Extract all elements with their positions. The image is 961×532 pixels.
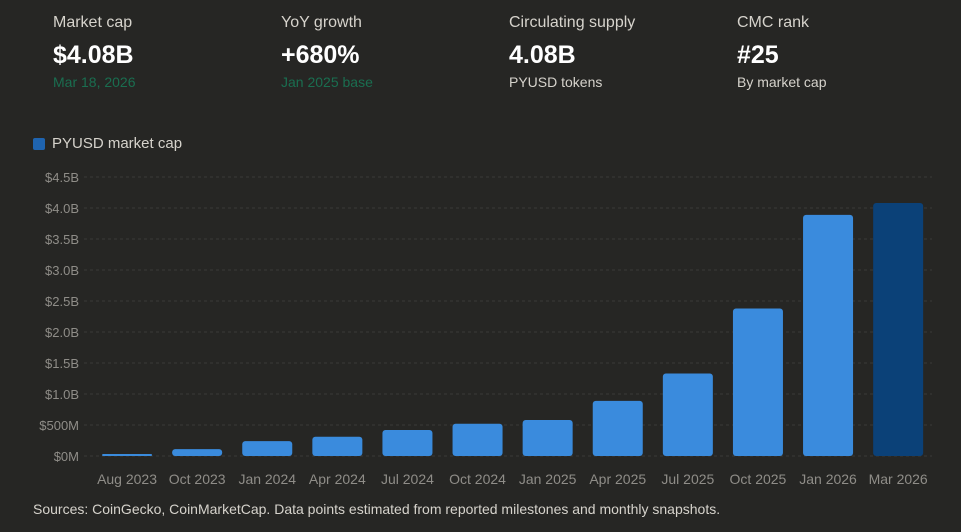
y-tick-label: $2.5B [45,294,79,309]
stat-value: +680% [281,41,360,69]
y-tick-label: $3.5B [45,232,79,247]
stat-sub: Mar 18, 2026 [53,74,136,90]
stat-value: #25 [737,41,779,69]
bar [662,373,713,456]
source-note: Sources: CoinGecko, CoinMarketCap. Data … [33,501,721,517]
stat-label: CMC rank [737,14,810,31]
stat-label: Market cap [53,14,133,31]
legend-label: PYUSD market cap [52,135,183,152]
x-tick-label: Jul 2024 [381,471,434,487]
x-tick-label: Aug 2023 [97,471,157,487]
x-tick-label: Oct 2023 [169,471,226,487]
bar [382,429,433,456]
stat-sub: Jan 2025 base [281,74,373,90]
bar [452,423,503,456]
stat-circulating-supply: Circulating supply 4.08B PYUSD tokens [509,12,635,91]
x-tick-label: Apr 2024 [309,471,366,487]
bar [172,449,223,456]
stat-sub: By market cap [737,74,827,90]
bar [803,214,854,456]
x-tick-label: Jul 2025 [661,471,714,487]
bar [592,400,643,456]
y-tick-label: $0M [54,449,79,464]
bar [242,441,293,456]
stat-yoy-growth: YoY growth +680% Jan 2025 base [281,12,373,91]
x-tick-label: Oct 2024 [449,471,506,487]
y-tick-label: $500M [39,418,79,433]
stat-market-cap: Market cap $4.08B Mar 18, 2026 [53,12,136,91]
y-tick-label: $4.5B [45,170,79,185]
bar [102,454,153,456]
x-tick-label: Apr 2025 [589,471,646,487]
stat-sub: PYUSD tokens [509,74,603,90]
x-tick-label: Jan 2024 [238,471,296,487]
legend-swatch [33,137,45,150]
stat-label: YoY growth [281,14,362,31]
bar [522,420,573,456]
stat-label: Circulating supply [509,14,636,31]
x-tick-label: Jan 2025 [519,471,577,487]
y-tick-label: $1.5B [45,356,79,371]
bar [873,203,924,456]
y-tick-label: $3.0B [45,263,79,278]
bar [312,436,363,456]
chart-legend[interactable]: PYUSD market cap [33,135,182,152]
y-tick-label: $2.0B [45,325,79,340]
bar [732,308,783,456]
x-tick-label: Oct 2025 [730,471,787,487]
stat-cmc-rank: CMC rank #25 By market cap [737,12,826,91]
y-tick-label: $4.0B [45,201,79,216]
stat-value: $4.08B [53,41,134,69]
y-tick-label: $1.0B [45,387,79,402]
x-tick-label: Mar 2026 [869,471,928,487]
x-tick-label: Jan 2026 [799,471,857,487]
stat-value: 4.08B [509,41,576,69]
